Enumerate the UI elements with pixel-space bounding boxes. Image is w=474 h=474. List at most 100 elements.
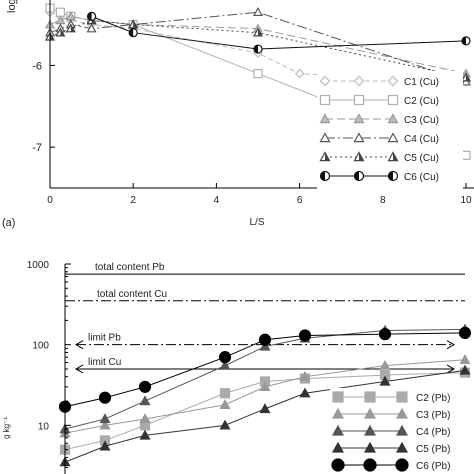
panel-a-legend-marker [319,94,331,106]
panel-b-data-point [139,395,151,406]
panel-b-data-point [138,380,152,393]
panel-a-x-tick-label: 2 [130,195,136,206]
panel-b-legend-label: C6 (Pb) [416,461,450,472]
panel-b-reference-label: total content Pb [95,262,165,273]
panel-b-data-point [99,419,111,430]
panel-a-legend-marker [319,132,331,143]
panel-b-y-axis-label: g kg⁻¹ [2,417,11,439]
panel-a-data-point-half [87,12,92,21]
panel-a-legend-label: C3 (Cu) [404,115,439,126]
panel-b-legend-label: C3 (Pb) [416,410,450,421]
panel-a-legend-marker [387,132,399,143]
panel-a-legend-marker [353,75,365,87]
panel-b-legend-marker [363,458,377,472]
panel-a-legend-marker-half [393,152,398,161]
panel-a-legend-marker-half [354,171,359,181]
panel-a-x-tick-label: 10 [460,195,472,206]
panel-b-data-point [99,413,111,424]
panel-a-legend-marker [353,94,365,106]
panel-b-data-point [298,329,312,342]
panel-a-legend-label: C2 (Cu) [404,96,439,107]
panel-b-series [58,323,472,467]
panel-b-legend-marker [331,441,345,453]
panel-a-legend-marker [353,132,365,143]
panel-b-data-point [379,375,391,386]
panel-a-legend-label: C6 (Cu) [404,172,439,183]
panel-a-data-point [294,68,305,79]
panel-a-data-point-half [50,32,54,40]
panel-a-ticks: 0 2 4 6 8 10 -6 -7 [32,60,472,206]
panel-a-legend-marker [319,75,331,87]
panel-b-legend-marker [396,391,408,403]
panel-b-legend-marker [363,407,377,419]
panel-a-x-tick-label: 4 [214,195,220,206]
panel-b-data-point [259,381,271,392]
panel-b-reference-arrowhead [446,364,456,374]
panel-a: 0 2 4 6 8 10 -6 -7 log L/S (a) C1 (Cu) C2 (Cu) C3… [2,0,474,229]
panel-a-legend-background [317,71,463,189]
panel-b-data-point [378,328,392,341]
panel-a-legend-marker [387,75,399,87]
panel-a-legend-marker [353,113,365,124]
panel-b-y-tick-label: 1000 [27,260,50,271]
panel-b-series-line [64,372,466,451]
panel-b-y-tick-label: 10 [38,421,50,432]
panel-b-series-line [64,332,466,408]
panel-b-legend-label: C4 (Pb) [416,427,450,438]
panel-b-legend-label: C2 (Pb) [416,393,450,404]
panel-b-data-point [299,387,311,398]
panel-b-data-point [218,351,232,364]
panel-a-y-tick-label: -7 [32,142,42,154]
panel-b-legend-marker [395,441,409,453]
panel-a-legend-marker [387,113,399,124]
panel-a-data-point-half [70,24,75,32]
panel-a-legend-label: C5 (Cu) [404,153,439,164]
panel-b-legend-marker [363,424,377,436]
panel-b-data-point [379,359,391,370]
panel-b-data-point [139,413,151,424]
panel-a-legend-marker-half [325,152,330,161]
panel-a-series-line [49,11,467,83]
panel-b-series-line [64,369,466,463]
panel-b-reference-label: limit Pb [88,333,121,344]
panel-b-reference-arrowhead [446,340,456,350]
panel-b-legend-marker [331,424,345,436]
panel-b-data-point [299,371,311,381]
panel-b-legend-marker [395,424,409,436]
panel-a-legend-marker [387,94,399,106]
panel-b-legend-marker [395,407,409,419]
panel-a-data-point-half [466,73,470,81]
panel-a-series-line [91,15,467,50]
panel-b-data-point [259,340,271,351]
panel-b-data-point [258,333,272,346]
panel-b-reference-label: total content Cu [97,289,167,300]
panel-a-data-point [461,150,471,160]
panel-a-data-point-half [129,28,134,37]
panel-b-legend: C2 (Pb) C3 (Pb) C4 (Pb) C5 (Pb) C6 (Pb) [330,388,474,474]
panel-b-data-point [219,388,231,399]
panel-b-data-point [219,399,231,409]
panel-a-data-point-half [462,36,466,45]
panel-b-reference-arrowhead [74,364,84,374]
panel-b-data-point [259,403,271,414]
panel-a-data-point [253,68,263,79]
panel-b: total content Pb total content Cu limit Pb… [2,260,474,474]
panel-b-ticks: 1000 100 10 [27,260,71,469]
panel-a-x-tick-label: 6 [297,195,303,206]
panel-b-series-line [64,328,466,430]
panel-b-legend-marker [331,458,345,472]
panel-a-legend-label: C1 (Cu) [404,77,439,88]
panel-a-data-point [252,7,264,17]
panel-b-reference-label: limit Cu [88,357,121,368]
panel-b-legend-marker [395,458,409,472]
panel-b-data-point [219,359,231,370]
panel-a-x-axis-label: L/S [249,217,264,228]
panel-a-legend-marker-half [359,152,364,161]
panel-a-legend: C1 (Cu) C2 (Cu) C3 (Cu) C4 (Cu) C5 (Cu) C6 (C… [317,71,463,189]
panel-b-legend-marker [331,407,345,419]
panel-a-y-tick-label: -6 [32,60,42,72]
panel-b-data-point [219,419,231,430]
panel-a-label: (a) [2,217,15,229]
panel-b-data-point [99,440,111,451]
